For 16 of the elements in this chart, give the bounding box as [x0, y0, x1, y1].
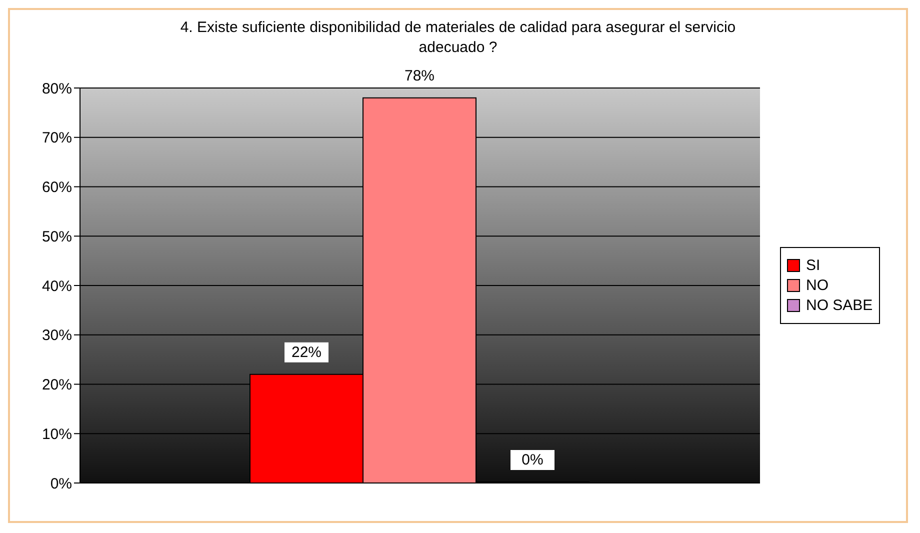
data-label: 0%: [522, 452, 544, 468]
chart-title: 4. Existe suficiente disponibilidad de materiales de calidad para asegurar el servicio adecuado ?: [179, 18, 737, 58]
y-tick-label: 70%: [42, 130, 72, 147]
legend-label: SI: [806, 257, 820, 274]
y-tick-label: 10%: [42, 426, 72, 443]
legend-label: NO: [806, 277, 828, 294]
y-tick-label: 20%: [42, 376, 72, 394]
y-tick-label: 40%: [42, 278, 72, 295]
legend-label: NO SABE: [806, 297, 873, 314]
y-tick-label: 80%: [42, 80, 72, 98]
y-tick-label: 30%: [42, 327, 72, 344]
data-label: 78%: [404, 67, 435, 84]
y-tick-label: 0%: [50, 475, 72, 492]
y-tick-label: 50%: [42, 228, 72, 246]
y-tick-label: 60%: [42, 179, 72, 196]
data-label: 22%: [291, 344, 322, 361]
